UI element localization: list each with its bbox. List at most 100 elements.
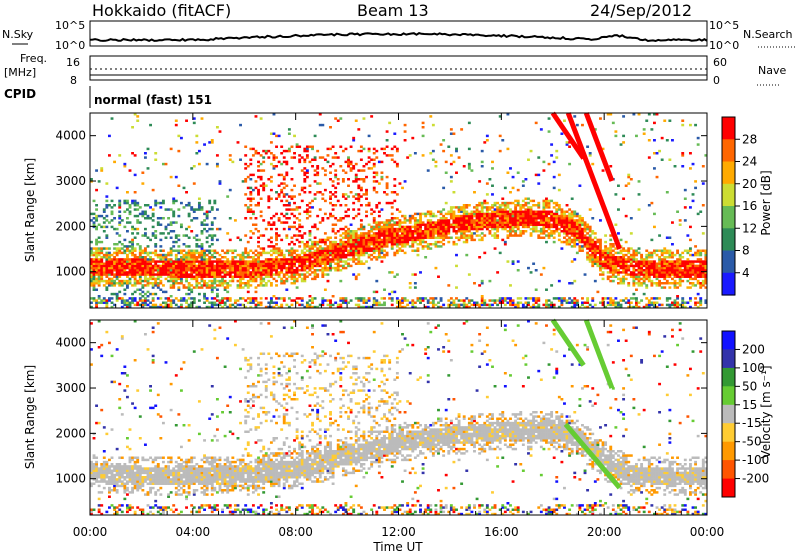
heatmap-cell [462,232,466,235]
heatmap-cell [642,271,646,274]
heatmap-cell [383,256,386,259]
heatmap-cell [169,208,173,211]
heatmap-cell [473,212,476,216]
heatmap-cell [367,201,371,205]
heatmap-cell [143,266,147,270]
heatmap-cell [172,221,176,224]
heatmap-cell [344,299,348,302]
heatmap-cell [637,275,641,278]
heatmap-cell [316,149,320,153]
heatmap-cell [326,303,330,307]
heatmap-cell [352,245,356,248]
heatmap-cell [442,234,446,237]
heatmap-cell [413,236,417,239]
freq-panel: Freq. [MHz] 16 8 60 0 Nave [4,52,786,87]
heatmap-cell [488,303,492,307]
heatmap-cell [503,204,507,207]
heatmap-cell [200,266,204,270]
heatmap-cell [125,247,129,250]
heatmap-cell [169,249,173,252]
heatmap-cell [177,251,181,255]
heatmap-cell [429,234,433,237]
heatmap-cell [262,251,266,255]
heatmap-cell [509,297,512,300]
heatmap-cell [143,234,147,237]
heatmap-cell [475,221,479,224]
heatmap-cell [614,262,618,265]
heatmap-cell [187,288,191,291]
heatmap-cell [287,225,291,229]
heatmap-cell [215,269,219,272]
heatmap-cell [143,210,147,213]
heatmap-cell [128,297,132,300]
heatmap-cell [316,251,320,255]
noise-sky-trace [89,32,708,43]
heatmap-cell [401,297,404,300]
heatmap-cell [570,301,574,304]
heatmap-cell [282,264,286,268]
heatmap-cell [473,219,476,222]
heatmap-cell [578,249,582,252]
heatmap-cell [511,219,515,222]
heatmap-cell [496,299,500,302]
heatmap-cell [491,167,494,170]
heatmap-cell [390,206,394,209]
heatmap-cell [390,217,394,220]
heatmap-cell [534,221,538,224]
heatmap-cell [365,191,368,194]
heatmap-cell [115,277,119,281]
heatmap-cell [105,247,109,250]
heatmap-cell [496,225,500,229]
heatmap-cell [308,210,312,213]
heatmap-cell [372,238,376,242]
heatmap-cell [282,195,286,198]
heatmap-cell [622,266,626,270]
heatmap-cell [282,156,286,159]
heatmap-cell [555,204,559,207]
heatmap-cell [619,260,623,263]
heatmap-cell [431,303,435,307]
heatmap-cell [264,262,268,265]
heatmap-cell [334,251,338,255]
heatmap-cell [606,258,610,261]
heatmap-cell [478,284,482,287]
heatmap-cell [210,297,214,300]
heatmap-cell [668,249,672,252]
heatmap-cell [650,303,654,307]
heatmap-cell [298,145,302,148]
heatmap-cell [370,225,374,229]
heatmap-cell [210,221,214,224]
heatmap-cell [557,173,561,177]
heatmap-cell [197,262,201,265]
heatmap-cell [617,232,620,235]
heatmap-cell [293,184,296,187]
heatmap-cell [339,305,343,309]
heatmap-cell [550,284,554,287]
heatmap-cell [478,180,482,183]
heatmap-cell [547,201,551,205]
heatmap-cell [138,277,142,281]
heatmap-cell [323,232,327,235]
heatmap-cell [383,191,386,194]
heatmap-cell [118,234,122,237]
heatmap-cell [262,188,266,192]
heatmap-cell [115,247,119,250]
heatmap-cell [362,253,366,257]
heatmap-cell [398,221,402,224]
heatmap-cell [547,234,551,237]
heatmap-cell [609,301,613,304]
heatmap-cell [326,217,330,220]
heatmap-cell [213,271,217,274]
heatmap-cell [498,210,502,213]
heatmap-cell [208,251,212,255]
heatmap-cell [565,240,569,244]
heatmap-cell [218,299,222,302]
heatmap-cell [277,219,281,222]
heatmap-cell [90,264,93,268]
heatmap-cell [318,182,322,185]
heatmap-cell [169,273,173,276]
heatmap-cell [568,212,572,216]
heatmap-cell [221,299,224,302]
heatmap-cell [401,221,404,224]
heatmap-cell [344,247,348,250]
